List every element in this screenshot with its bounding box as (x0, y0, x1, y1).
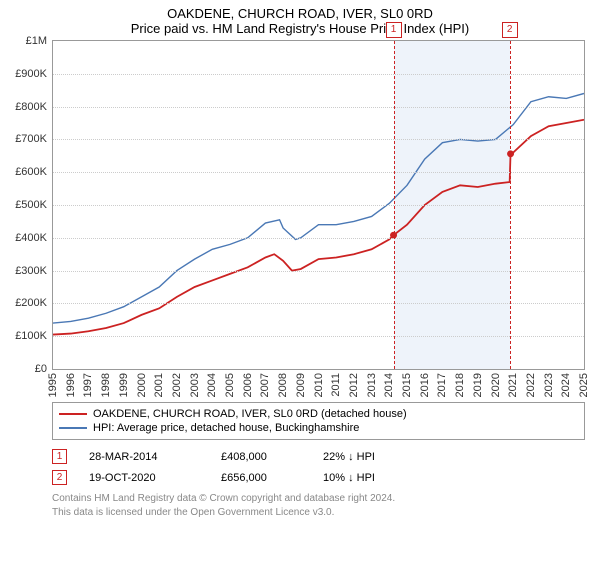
x-axis-label: 1996 (65, 373, 77, 397)
sale-delta: 22% ↓ HPI (323, 451, 433, 463)
series-hpi (53, 93, 584, 323)
x-axis-label: 2009 (295, 373, 307, 397)
x-axis-label: 2000 (136, 373, 148, 397)
x-axis-label: 2022 (525, 373, 537, 397)
plot-area: 12£0£100K£200K£300K£400K£500K£600K£700K£… (52, 40, 585, 370)
x-axis-label: 2024 (560, 373, 572, 397)
x-axis-label: 2002 (171, 373, 183, 397)
x-axis-label: 1999 (118, 373, 130, 397)
y-axis-label: £100K (15, 330, 47, 342)
legend-item: HPI: Average price, detached house, Buck… (59, 421, 578, 435)
page-title: OAKDENE, CHURCH ROAD, IVER, SL0 0RD (0, 6, 600, 21)
footer-line: Contains HM Land Registry data © Crown c… (52, 492, 585, 506)
gridline (53, 139, 584, 140)
x-axis-label: 2008 (277, 373, 289, 397)
legend-label: HPI: Average price, detached house, Buck… (93, 422, 359, 434)
x-axis-label: 2007 (259, 373, 271, 397)
y-axis-label: £300K (15, 265, 47, 277)
gridline (53, 303, 584, 304)
sale-delta: 10% ↓ HPI (323, 472, 433, 484)
footer-line: This data is licensed under the Open Gov… (52, 506, 585, 520)
sale-row: 1 28-MAR-2014 £408,000 22% ↓ HPI (52, 446, 585, 467)
y-axis-label: £400K (15, 232, 47, 244)
footer-text: Contains HM Land Registry data © Crown c… (52, 492, 585, 519)
legend-swatch (59, 413, 87, 415)
legend-swatch (59, 427, 87, 429)
gridline (53, 172, 584, 173)
x-axis-label: 2017 (436, 373, 448, 397)
y-axis-label: £0 (35, 363, 47, 375)
y-axis-label: £600K (15, 166, 47, 178)
gridline (53, 205, 584, 206)
legend-item: OAKDENE, CHURCH ROAD, IVER, SL0 0RD (det… (59, 407, 578, 421)
sales-table: 1 28-MAR-2014 £408,000 22% ↓ HPI 2 19-OCT-202… (52, 446, 585, 488)
sale-price: £656,000 (221, 472, 301, 484)
x-axis-label: 2019 (472, 373, 484, 397)
x-axis-label: 2015 (401, 373, 413, 397)
x-axis-label: 2025 (578, 373, 590, 397)
x-axis-label: 2010 (313, 373, 325, 397)
y-axis-label: £700K (15, 133, 47, 145)
legend-label: OAKDENE, CHURCH ROAD, IVER, SL0 0RD (det… (93, 408, 407, 420)
x-axis-label: 2005 (224, 373, 236, 397)
sale-index-badge: 1 (52, 449, 67, 464)
x-axis-label: 2013 (366, 373, 378, 397)
x-axis-label: 1995 (47, 373, 59, 397)
x-axis-label: 2016 (419, 373, 431, 397)
price-chart: 12£0£100K£200K£300K£400K£500K£600K£700K£… (52, 40, 585, 370)
gridline (53, 336, 584, 337)
gridline (53, 271, 584, 272)
x-axis-label: 2012 (348, 373, 360, 397)
sale-row: 2 19-OCT-2020 £656,000 10% ↓ HPI (52, 467, 585, 488)
gridline (53, 238, 584, 239)
gridline (53, 74, 584, 75)
x-axis-label: 2004 (206, 373, 218, 397)
x-axis-label: 2018 (454, 373, 466, 397)
sale-date: 19-OCT-2020 (89, 472, 199, 484)
x-axis-label: 2023 (543, 373, 555, 397)
event-marker-badge: 1 (386, 22, 402, 38)
gridline (53, 107, 584, 108)
x-axis-label: 1997 (82, 373, 94, 397)
x-axis-label: 2011 (330, 373, 342, 397)
x-axis-label: 2021 (507, 373, 519, 397)
x-axis-label: 2003 (189, 373, 201, 397)
x-axis-label: 2006 (242, 373, 254, 397)
x-axis-label: 2020 (490, 373, 502, 397)
x-axis-label: 2014 (383, 373, 395, 397)
y-axis-label: £200K (15, 297, 47, 309)
event-marker-badge: 2 (502, 22, 518, 38)
y-axis-label: £800K (15, 101, 47, 113)
sale-index-badge: 2 (52, 470, 67, 485)
y-axis-label: £1M (26, 35, 47, 47)
sale-price: £408,000 (221, 451, 301, 463)
y-axis-label: £500K (15, 199, 47, 211)
x-axis-label: 1998 (100, 373, 112, 397)
x-axis-label: 2001 (153, 373, 165, 397)
legend: OAKDENE, CHURCH ROAD, IVER, SL0 0RD (det… (52, 402, 585, 440)
sale-date: 28-MAR-2014 (89, 451, 199, 463)
y-axis-label: £900K (15, 68, 47, 80)
